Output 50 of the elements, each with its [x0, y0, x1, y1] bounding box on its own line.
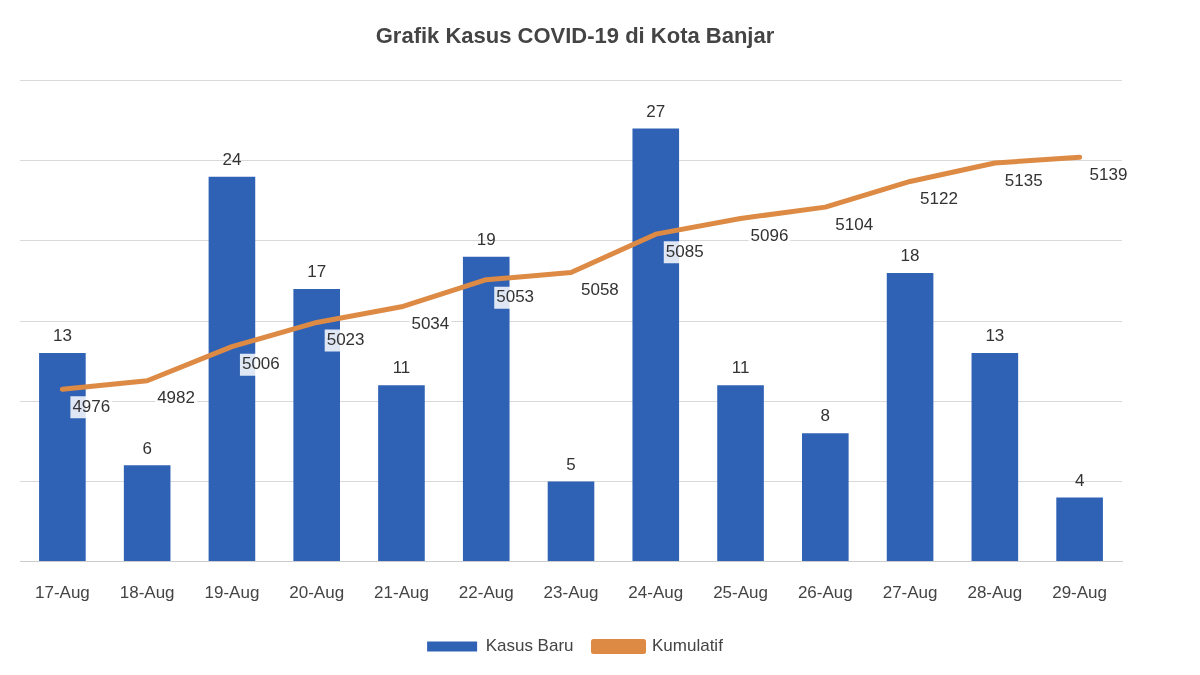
data-label: 5	[566, 454, 576, 474]
data-label: 5085	[665, 241, 704, 261]
bar	[547, 481, 595, 562]
x-tick-label: 25-Aug	[713, 583, 768, 603]
data-label: 5034	[411, 314, 450, 334]
data-label: 11	[392, 358, 411, 378]
data-label: 5058	[581, 280, 619, 300]
data-label: 5023	[326, 330, 365, 350]
data-label: 11	[731, 358, 750, 378]
bar	[123, 465, 171, 562]
data-label: 24	[222, 149, 242, 169]
x-tick-label: 22-Aug	[458, 583, 514, 603]
data-label: 5135	[1004, 170, 1043, 190]
x-tick-label: 21-Aug	[374, 583, 429, 603]
data-label: 4	[1074, 470, 1085, 490]
x-tick-label: 20-Aug	[289, 583, 345, 603]
data-label: 4976	[72, 397, 111, 417]
bar	[378, 385, 425, 562]
x-tick-label: 19-Aug	[204, 583, 260, 603]
data-label: 6	[142, 438, 152, 458]
data-label: 13	[985, 326, 1005, 346]
legend-label: Kumulatif	[652, 636, 724, 656]
chart-title: Grafik Kasus COVID-19 di Kota Banjar	[375, 23, 775, 49]
x-tick-label: 24-Aug	[628, 583, 684, 603]
bar	[971, 353, 1019, 562]
data-label: 19	[476, 230, 496, 250]
x-tick-label: 29-Aug	[1052, 583, 1108, 603]
x-tick-label: 18-Aug	[119, 583, 175, 603]
data-label: 18	[900, 246, 920, 266]
data-label: 4982	[157, 388, 195, 408]
data-label: 5053	[496, 287, 535, 307]
x-tick-label: 26-Aug	[797, 583, 853, 603]
bar	[717, 385, 764, 562]
data-label: 5104	[835, 214, 874, 234]
x-tick-label: 17-Aug	[34, 583, 90, 603]
data-label: 5122	[920, 189, 958, 209]
data-label: 5139	[1089, 164, 1128, 184]
x-tick-label: 28-Aug	[967, 583, 1023, 603]
bar	[802, 433, 849, 562]
data-label: 17	[307, 262, 327, 282]
data-label: 27	[646, 101, 666, 121]
bar	[886, 272, 934, 562]
data-label: 5006	[241, 354, 280, 374]
x-tick-label: 23-Aug	[543, 583, 599, 603]
bar	[1056, 497, 1103, 562]
data-label: 13	[52, 326, 72, 346]
x-tick-label: 27-Aug	[882, 583, 938, 603]
data-label: 8	[820, 406, 831, 426]
data-label: 5096	[750, 226, 789, 246]
legend-label: Kasus Baru	[485, 636, 574, 656]
